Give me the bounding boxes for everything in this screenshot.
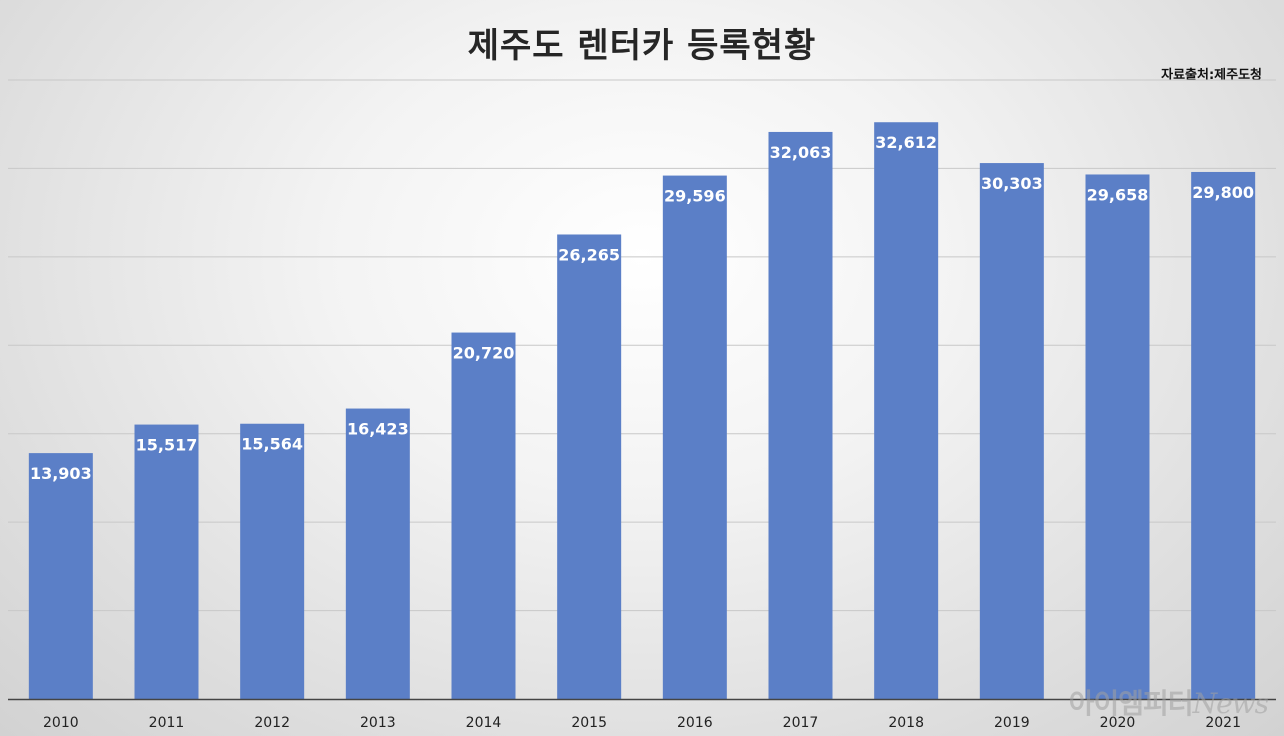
data-label-2020: 29,658: [1087, 185, 1149, 204]
x-tick-2012: 2012: [254, 715, 290, 731]
bars: [28, 122, 1256, 700]
bar-2019: [979, 163, 1044, 699]
x-tick-labels: 2010 2011 2012 2013 2014 2015 2016 2017 2018 2019…: [43, 715, 1241, 731]
bar-2016: [662, 175, 727, 699]
data-label-2012: 15,564: [241, 435, 303, 454]
x-tick-2020: 2020: [1100, 715, 1136, 731]
data-label-2017: 32,063: [770, 143, 832, 162]
source-note: 자료출처:제주도청: [1161, 68, 1262, 83]
bar-2010: [28, 453, 93, 699]
data-label-2016: 29,596: [664, 187, 726, 206]
data-labels: 13,903 15,517 15,564 16,423 20,720 26,265 29,5…: [30, 133, 1254, 483]
x-tick-2014: 2014: [466, 715, 502, 731]
x-tick-2019: 2019: [994, 715, 1030, 731]
data-label-2014: 20,720: [453, 344, 515, 363]
chart-title: 제주도 렌터카 등록현황: [467, 26, 817, 66]
bar-2021: [1191, 171, 1256, 700]
data-label-2019: 30,303: [981, 174, 1043, 193]
x-tick-2010: 2010: [43, 715, 79, 731]
data-label-2010: 13,903: [30, 464, 92, 483]
data-label-2013: 16,423: [347, 420, 409, 439]
data-label-2021: 29,800: [1192, 183, 1254, 202]
x-tick-2011: 2011: [149, 715, 185, 731]
data-label-2018: 32,612: [875, 133, 937, 152]
data-label-2015: 26,265: [558, 245, 620, 264]
x-tick-2016: 2016: [677, 715, 713, 731]
bar-2011: [134, 424, 199, 699]
bar-2012: [240, 423, 305, 699]
bar-2020: [1085, 174, 1150, 700]
x-tick-2021: 2021: [1205, 715, 1241, 731]
bar-2018: [874, 122, 939, 700]
bar-2014: [451, 332, 516, 699]
bar-2015: [557, 234, 622, 699]
bar-2017: [768, 131, 833, 700]
x-tick-2017: 2017: [783, 715, 819, 731]
x-tick-2015: 2015: [571, 715, 607, 731]
x-tick-2013: 2013: [360, 715, 396, 731]
bar-2013: [345, 408, 410, 699]
gridlines: [8, 79, 1276, 612]
data-label-2011: 15,517: [136, 436, 198, 455]
x-tick-2018: 2018: [888, 715, 924, 731]
